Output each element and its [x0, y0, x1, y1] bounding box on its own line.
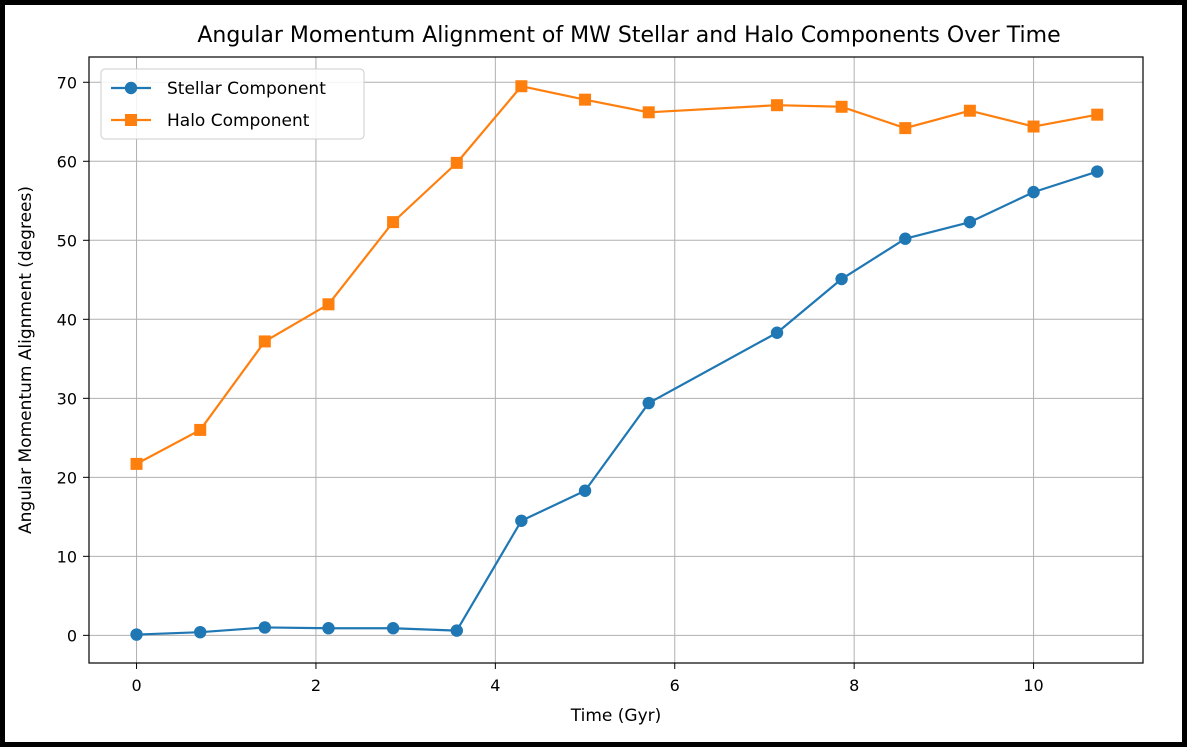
data-point [899, 232, 912, 245]
data-point [963, 215, 977, 229]
y-tick-label: 60 [57, 152, 77, 171]
y-axis-title: Angular Momentum Alignment (degrees) [16, 186, 36, 534]
y-tick-label: 70 [57, 73, 77, 92]
data-point [258, 335, 271, 348]
series-line [136, 85, 1098, 465]
series-line [136, 170, 1098, 636]
data-point [515, 80, 528, 93]
chart-title: Angular Momentum Alignment of MW Stellar… [197, 23, 1060, 48]
data-point [963, 104, 976, 117]
data-point [899, 122, 912, 135]
x-tick-label: 10 [1023, 676, 1043, 695]
data-point [450, 156, 463, 169]
data-point [579, 93, 592, 106]
y-tick-label: 50 [57, 231, 77, 250]
data-point [450, 624, 463, 637]
legend-label: Halo Component [167, 111, 310, 131]
chart-figure: Angular Momentum Alignment of MW Stellar… [5, 5, 1182, 742]
x-tick-label: 2 [311, 676, 321, 695]
y-tick-label: 20 [57, 468, 77, 487]
y-tick-label: 40 [57, 310, 77, 329]
legend-marker [125, 114, 137, 126]
data-point [130, 457, 143, 470]
legend-marker [124, 81, 138, 95]
line-chart: Angular Momentum Alignment of MW Stellar… [16, 23, 1144, 726]
data-point [578, 484, 592, 497]
data-point [194, 423, 207, 436]
data-point [835, 100, 848, 113]
plot-area-frame [88, 56, 1144, 664]
grid-lines [89, 57, 1143, 663]
legend: Stellar Component Halo Component [100, 68, 365, 140]
legend-box [100, 68, 365, 140]
data-point [322, 298, 335, 311]
data-point [258, 621, 272, 634]
x-tick-label: 0 [131, 676, 141, 695]
data-point [387, 216, 400, 229]
data-point [770, 326, 784, 339]
x-tick-label: 4 [490, 676, 500, 695]
data-point [1027, 185, 1040, 199]
data-point [835, 272, 848, 286]
axis-ticks: 0 2 4 6 8 10 0 10 20 30 40 50 60 70 [57, 73, 1044, 695]
data-point [322, 622, 335, 635]
series-layer [130, 80, 1104, 641]
y-tick-label: 10 [57, 547, 77, 566]
data-point [386, 622, 400, 635]
data-point [130, 628, 143, 641]
y-tick-label: 0 [67, 626, 77, 645]
data-point [1091, 165, 1104, 178]
data-point [1091, 108, 1104, 121]
data-point [642, 396, 655, 410]
data-point [771, 99, 784, 112]
y-tick-label: 30 [57, 389, 77, 408]
data-point [194, 625, 207, 639]
legend-label: Stellar Component [167, 79, 326, 99]
data-point [1027, 120, 1040, 133]
data-point [515, 514, 528, 527]
data-point [642, 106, 655, 119]
x-tick-label: 6 [670, 676, 680, 695]
x-axis-title: Time (Gyr) [570, 706, 662, 726]
x-tick-label: 8 [849, 676, 859, 695]
